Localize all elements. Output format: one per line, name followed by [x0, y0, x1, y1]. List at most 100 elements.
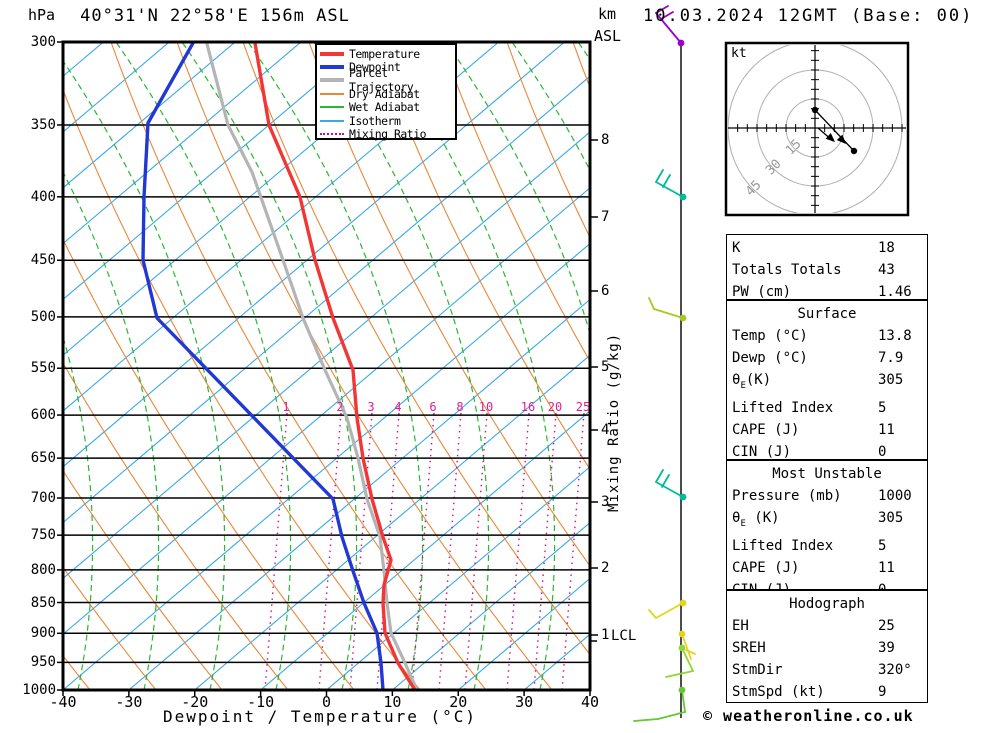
pressure-tick-label: 550 — [30, 360, 56, 377]
wind-barb — [681, 689, 686, 713]
table-row-label: Lifted Index — [732, 537, 834, 554]
indices-table: Most Unstable Pressure (mb) 1000 θE (K) 305 L… — [726, 460, 928, 598]
wind-barb — [657, 711, 686, 720]
table-row: CAPE (J) 11 — [732, 419, 922, 441]
legend-item: Dewpoint — [320, 60, 455, 74]
wind-barb-station-dot — [679, 193, 687, 201]
indices-table: Surface Temp (°C) 13.8 Dewp (°C) 7.9 θE(K) 305… — [726, 300, 928, 460]
asl-unit-label: ASL — [594, 27, 622, 45]
table-row: K 18 — [732, 237, 922, 259]
table-title: Hodograph — [789, 596, 865, 612]
table-row-value: 0 — [878, 443, 887, 460]
table-row-value: 320° — [878, 662, 912, 678]
table-row-label: Temp (°C) — [732, 328, 808, 344]
legend-item: Wet Adiabat — [320, 100, 455, 114]
table-row-value: 305 — [878, 372, 904, 388]
temperature-tick-label: -10 — [247, 693, 275, 711]
hodograph-unit-label: kt — [731, 46, 747, 61]
temperature-tick-label: -30 — [115, 693, 143, 711]
mixing-ratio-tick-label: 3 — [367, 400, 375, 414]
pressure-tick-label: 700 — [30, 490, 56, 507]
table-row: Lifted Index 5 — [732, 397, 922, 419]
temperature-tick-label: 0 — [321, 693, 332, 711]
wind-barb — [655, 5, 669, 14]
wind-barb — [655, 481, 684, 498]
wind-barb — [662, 174, 671, 188]
km-tick-label: 4 — [601, 422, 610, 438]
km-tick-label: 7 — [601, 209, 610, 225]
pressure-tick-label: 350 — [30, 116, 56, 133]
background-line-families — [64, 43, 589, 689]
table-row-label: Dewp (°C) — [732, 350, 808, 366]
legend-item-label: Dry Adiabat — [349, 86, 420, 101]
indices-table: K 18 Totals Totals 43 PW (cm) 1.46 — [726, 234, 928, 300]
table-row-value: 305 — [878, 510, 904, 526]
mixing-ratio-tick-label: 10 — [478, 400, 494, 414]
legend-line-sample — [320, 51, 344, 56]
legend-line-sample — [320, 106, 344, 109]
table-row-value: 0 — [878, 579, 922, 601]
table-row-label: CAPE (J) — [732, 559, 800, 576]
table-row-value: 9 — [878, 684, 887, 700]
km-tick-label: 6 — [601, 283, 610, 299]
table-row-value: 43 — [878, 262, 895, 278]
table-row-value: 1000 — [878, 488, 912, 504]
km-unit-label: km — [598, 5, 617, 23]
table-row: θE(K) 305 — [732, 369, 922, 397]
table-row: PW (cm) 1.46 — [732, 281, 922, 303]
copyright: © weatheronline.co.uk — [703, 707, 914, 725]
wind-barb — [655, 169, 664, 183]
mixing-ratio-tick-label: 8 — [456, 400, 464, 414]
table-row-label: StmSpd (kt) — [732, 684, 825, 700]
wind-barb — [665, 670, 694, 678]
legend-item-label: Isotherm — [349, 113, 401, 128]
km-tick-label: 3 — [601, 494, 610, 510]
table-title: Surface — [797, 306, 857, 322]
table-row-label: Pressure (mb) — [732, 488, 842, 504]
table-title: Most Unstable — [772, 466, 882, 482]
table-row: Dewp (°C) 7.9 — [732, 347, 922, 369]
table-row-label: θE(K) — [732, 372, 772, 391]
table-row: Lifted Index 5 — [732, 535, 922, 557]
table-row-value: 25 — [878, 618, 895, 634]
legend: Temperature Dewpoint Parcel Trajectory Dry … — [315, 43, 457, 141]
km-tick-label: 1 — [601, 627, 610, 643]
temperature-tick-label: 20 — [449, 693, 468, 711]
legend-line-sample — [320, 78, 344, 83]
table-row-value: 11 — [878, 421, 895, 438]
page-title: 40°31'N 22°58'E 156m ASL — [80, 6, 350, 26]
wind-barb-column — [633, 5, 696, 722]
table-row-value: 13.8 — [878, 328, 912, 344]
table-row: EH 25 — [732, 615, 922, 637]
mixing-ratio-tick-label: 6 — [429, 400, 437, 414]
wind-barb-station-dot — [677, 39, 685, 47]
wind-barb-station-dot — [678, 644, 686, 652]
pressure-tick-label: 850 — [30, 594, 56, 611]
temperature-tick-label: -40 — [49, 693, 77, 711]
temperature-tick-label: -20 — [181, 693, 209, 711]
table-row-label: CIN (J) — [732, 443, 792, 460]
pressure-tick-label: 400 — [30, 188, 56, 205]
hodograph — [724, 41, 910, 217]
lcl-label: LCL — [611, 628, 637, 644]
mixing-ratio-axis-label: Mixing Ratio (g/kg) — [606, 332, 622, 512]
indices-table: Hodograph EH 25 SREH 39 StmDir 320° StmSpd (kt)… — [726, 590, 928, 703]
wind-barb — [648, 297, 655, 310]
x-axis-label: Dewpoint / Temperature (°C) — [162, 707, 478, 726]
legend-line-sample — [320, 65, 344, 70]
wind-barb-station-dot — [679, 314, 687, 322]
wind-barb — [661, 474, 670, 488]
legend-item: Isotherm — [320, 113, 455, 128]
table-row-label: EH — [732, 618, 749, 634]
pressure-tick-label: 500 — [30, 308, 56, 325]
mixing-ratio-tick-label: 2 — [336, 400, 344, 414]
table-row-label: K — [732, 240, 741, 256]
temperature-tick-label: 10 — [383, 693, 402, 711]
mixing-ratio-tick-label: 4 — [394, 400, 402, 414]
legend-item: Temperature — [320, 47, 455, 61]
mixing-ratio-tick-label: 1 — [282, 400, 290, 414]
mixing-ratio-tick-label: 25 — [575, 400, 591, 414]
wind-barb — [660, 11, 674, 20]
